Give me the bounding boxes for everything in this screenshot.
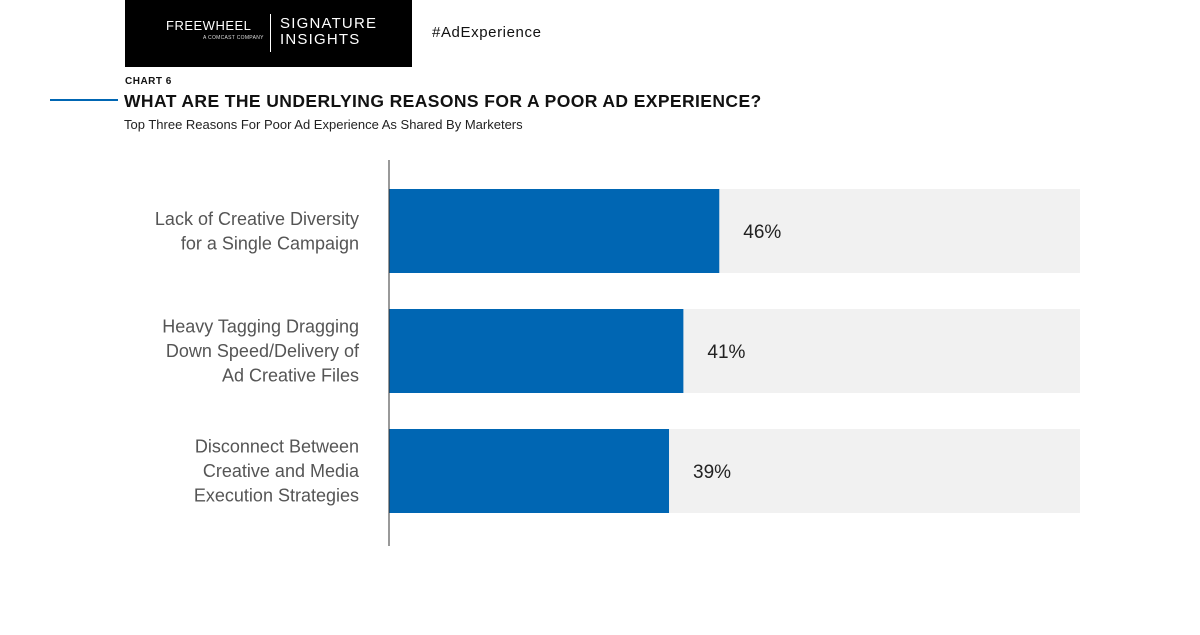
category-label: Down Speed/Delivery of bbox=[166, 341, 360, 361]
comcast-tagline: A COMCAST COMPANY bbox=[203, 35, 264, 41]
data-label: 41% bbox=[707, 342, 745, 363]
bar bbox=[389, 429, 670, 513]
bar bbox=[389, 309, 684, 393]
category-label: Creative and Media bbox=[203, 461, 360, 481]
chart-number: CHART 6 bbox=[125, 76, 172, 87]
freewheel-logo: FREEWHEEL bbox=[166, 18, 252, 33]
chart-title: WHAT ARE THE UNDERLYING REASONS FOR A PO… bbox=[124, 91, 762, 111]
title-accent-line bbox=[50, 99, 118, 101]
hashtag: #AdExperience bbox=[432, 24, 542, 41]
category-label: Ad Creative Files bbox=[222, 366, 359, 386]
signature-line-2: INSIGHTS bbox=[280, 31, 361, 48]
brand-logo-box: FREEWHEEL A COMCAST COMPANY SIGNATURE IN… bbox=[125, 0, 412, 67]
category-label: Heavy Tagging Dragging bbox=[162, 317, 359, 337]
bar bbox=[389, 189, 720, 273]
data-label: 46% bbox=[743, 222, 781, 243]
category-label: for a Single Campaign bbox=[181, 233, 359, 253]
category-label: Execution Strategies bbox=[194, 486, 359, 506]
signature-line-1: SIGNATURE bbox=[280, 15, 378, 32]
data-label: 39% bbox=[693, 462, 731, 483]
category-label: Lack of Creative Diversity bbox=[155, 209, 359, 229]
category-label: Disconnect Between bbox=[195, 437, 359, 457]
logo-divider bbox=[270, 14, 271, 52]
chart-subtitle: Top Three Reasons For Poor Ad Experience… bbox=[124, 117, 523, 132]
